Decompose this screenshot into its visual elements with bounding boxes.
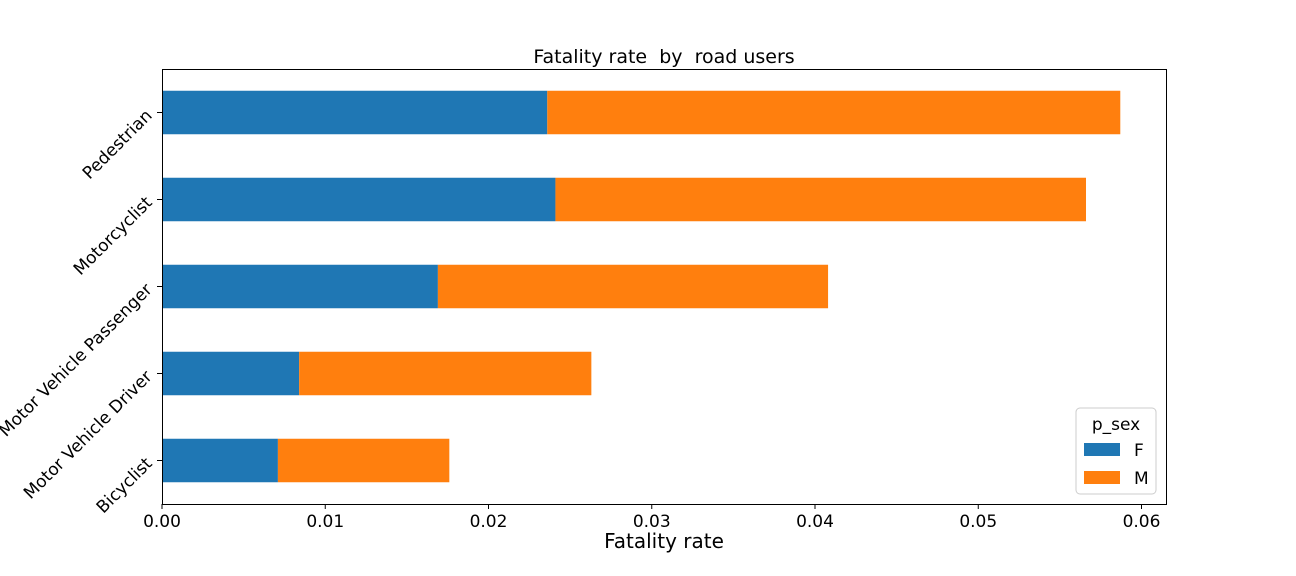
- x-tick-label: 0.06: [1123, 512, 1161, 532]
- bar-f-bicyclist: [162, 438, 278, 483]
- x-axis: 0.00 0.01 0.02 0.03 0.04 0.05 0.06: [143, 504, 1160, 532]
- bar-f-motorcyclist: [162, 177, 556, 222]
- bars-group: [162, 90, 1121, 483]
- chart-title: Fatality rate by road users: [533, 46, 794, 68]
- x-tick-label: 0.03: [633, 512, 671, 532]
- legend-swatch-m: [1084, 471, 1120, 484]
- bar-m-motor-vehicle-passenger: [437, 264, 829, 309]
- bar-f-pedestrian: [162, 90, 548, 135]
- x-tick-label: 0.02: [470, 512, 508, 532]
- bar-m-motorcyclist: [555, 177, 1087, 222]
- y-tick-label: Motor Vehicle Passenger: [0, 280, 157, 441]
- bar-f-motor-vehicle-passenger: [162, 264, 438, 309]
- legend-swatch-f: [1084, 443, 1120, 456]
- x-tick-label: 0.01: [306, 512, 344, 532]
- x-tick-label: 0.05: [959, 512, 997, 532]
- y-tick-label: Pedestrian: [79, 106, 157, 184]
- legend-label: F: [1134, 441, 1144, 461]
- bar-m-pedestrian: [547, 90, 1121, 135]
- y-tick-label: Bicyclist: [93, 454, 157, 518]
- x-tick-label: 0.04: [796, 512, 834, 532]
- bar-m-bicyclist: [277, 438, 450, 483]
- y-tick-label: Motorcyclist: [70, 193, 157, 280]
- x-tick-label: 0.00: [143, 512, 181, 532]
- x-axis-label: Fatality rate: [604, 529, 724, 553]
- plot-frame: [162, 69, 1167, 505]
- bar-m-motor-vehicle-driver: [299, 351, 592, 396]
- legend-label: M: [1134, 469, 1149, 489]
- legend-title: p_sex: [1092, 415, 1140, 435]
- bar-f-motor-vehicle-driver: [162, 351, 300, 396]
- legend: p_sex FM: [1075, 407, 1157, 495]
